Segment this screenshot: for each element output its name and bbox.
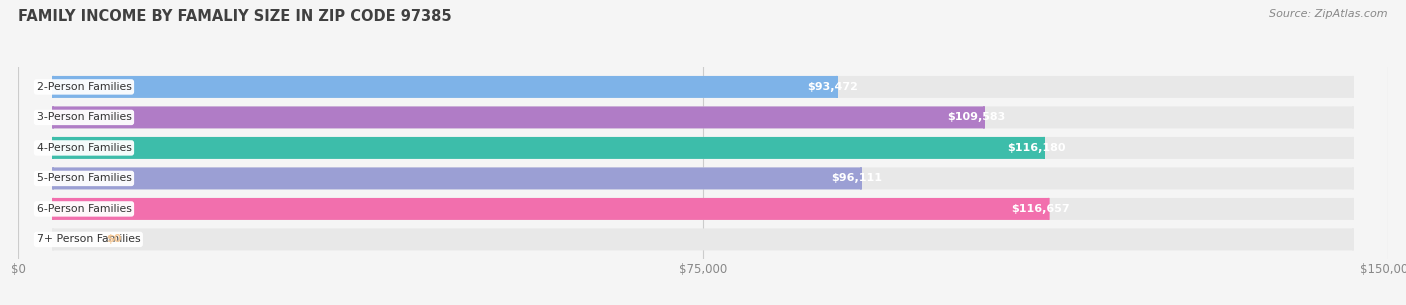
Text: $96,111: $96,111 <box>831 174 882 183</box>
Text: Source: ZipAtlas.com: Source: ZipAtlas.com <box>1270 9 1388 19</box>
FancyBboxPatch shape <box>53 228 1353 250</box>
Text: FAMILY INCOME BY FAMALIY SIZE IN ZIP CODE 97385: FAMILY INCOME BY FAMALIY SIZE IN ZIP COD… <box>18 9 451 24</box>
FancyBboxPatch shape <box>53 137 1045 159</box>
Text: $109,583: $109,583 <box>946 113 1005 122</box>
Text: $116,657: $116,657 <box>1011 204 1070 214</box>
FancyBboxPatch shape <box>53 198 1353 220</box>
Text: $0: $0 <box>105 235 121 244</box>
FancyBboxPatch shape <box>53 106 984 128</box>
FancyBboxPatch shape <box>53 167 1353 189</box>
FancyBboxPatch shape <box>53 76 1353 98</box>
FancyBboxPatch shape <box>53 106 1353 128</box>
FancyBboxPatch shape <box>53 137 1353 159</box>
FancyBboxPatch shape <box>53 167 860 189</box>
Text: 7+ Person Families: 7+ Person Families <box>37 235 141 244</box>
Text: $93,472: $93,472 <box>807 82 858 92</box>
Text: $116,180: $116,180 <box>1007 143 1066 153</box>
Text: 2-Person Families: 2-Person Families <box>37 82 131 92</box>
Text: 3-Person Families: 3-Person Families <box>37 113 131 122</box>
Text: 5-Person Families: 5-Person Families <box>37 174 131 183</box>
FancyBboxPatch shape <box>53 76 837 98</box>
Text: 6-Person Families: 6-Person Families <box>37 204 131 214</box>
FancyBboxPatch shape <box>53 198 1049 220</box>
Text: 4-Person Families: 4-Person Families <box>37 143 131 153</box>
